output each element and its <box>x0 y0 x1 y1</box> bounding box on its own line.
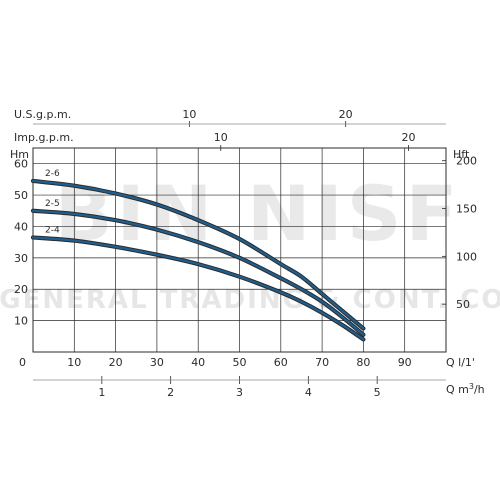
plot-frame <box>32 147 447 353</box>
curve-2-5 <box>31 209 365 336</box>
y-right-tick-label: 150 <box>456 203 477 216</box>
x-usgpm-title: U.S.g.p.m. <box>14 108 71 121</box>
watermark-line1: BIN NISF <box>55 169 462 258</box>
y-right-title: Hft <box>453 148 470 161</box>
y-zero-label: 0 <box>19 356 26 369</box>
x-tick-label: 10 <box>67 356 81 369</box>
y-left-title: Hm <box>10 148 29 161</box>
y-right-tick-label: 100 <box>456 250 477 263</box>
curves <box>30 178 366 342</box>
y-left-tick-label: 10 <box>14 315 28 328</box>
x-tick-label: 50 <box>233 356 247 369</box>
x-tick-label: 40 <box>191 356 205 369</box>
x-impgpm-title: Imp.g.p.m. <box>14 131 74 144</box>
curve-2-4 <box>31 236 365 341</box>
x-usgpm-tick-label: 10 <box>182 108 196 121</box>
x-tick-label: 60 <box>274 356 288 369</box>
curve-label-2-4: 2-4 <box>45 225 60 235</box>
watermark-line2: GENERAL TRADING & CONT. CO. <box>0 285 500 315</box>
curve-label-2-5: 2-5 <box>45 199 60 209</box>
x-tick-label: 90 <box>398 356 412 369</box>
x-tick-label: 20 <box>109 356 123 369</box>
y-right-tick-label: 200 <box>456 155 477 168</box>
x-tick-label: 80 <box>356 356 370 369</box>
x-impgpm-tick-label: 20 <box>402 131 416 144</box>
y-left-tick-label: 50 <box>14 189 28 202</box>
curve-2-6 <box>31 179 365 330</box>
x-m3h-tick-label: 4 <box>305 386 312 399</box>
x-primary-title: Q l/1' <box>446 356 475 369</box>
watermark: BIN NISF GENERAL TRADING & CONT. CO. <box>0 169 500 315</box>
y-left-tick-label: 20 <box>14 283 28 296</box>
x-m3h-tick-label: 2 <box>167 386 174 399</box>
y-right-tick-label: 50 <box>456 298 470 311</box>
curve-label-2-6: 2-6 <box>45 169 60 179</box>
y-left-tick-label: 30 <box>14 252 28 265</box>
x-m3h-title: Q m3/h <box>446 382 485 396</box>
x-m3h-tick-label: 1 <box>98 386 105 399</box>
y-left-tick-label: 60 <box>14 158 28 171</box>
x-impgpm-tick-label: 10 <box>214 131 228 144</box>
x-usgpm-tick-label: 20 <box>339 108 353 121</box>
x-tick-label: 70 <box>315 356 329 369</box>
y-left-tick-label: 40 <box>14 220 28 233</box>
labels: Hm Hft U.S.g.p.m. Imp.g.p.m. Q l/1' Q m3… <box>10 108 485 399</box>
x-tick-label: 30 <box>150 356 164 369</box>
x-m3h-tick-label: 3 <box>236 386 243 399</box>
x-m3h-tick-label: 5 <box>374 386 381 399</box>
